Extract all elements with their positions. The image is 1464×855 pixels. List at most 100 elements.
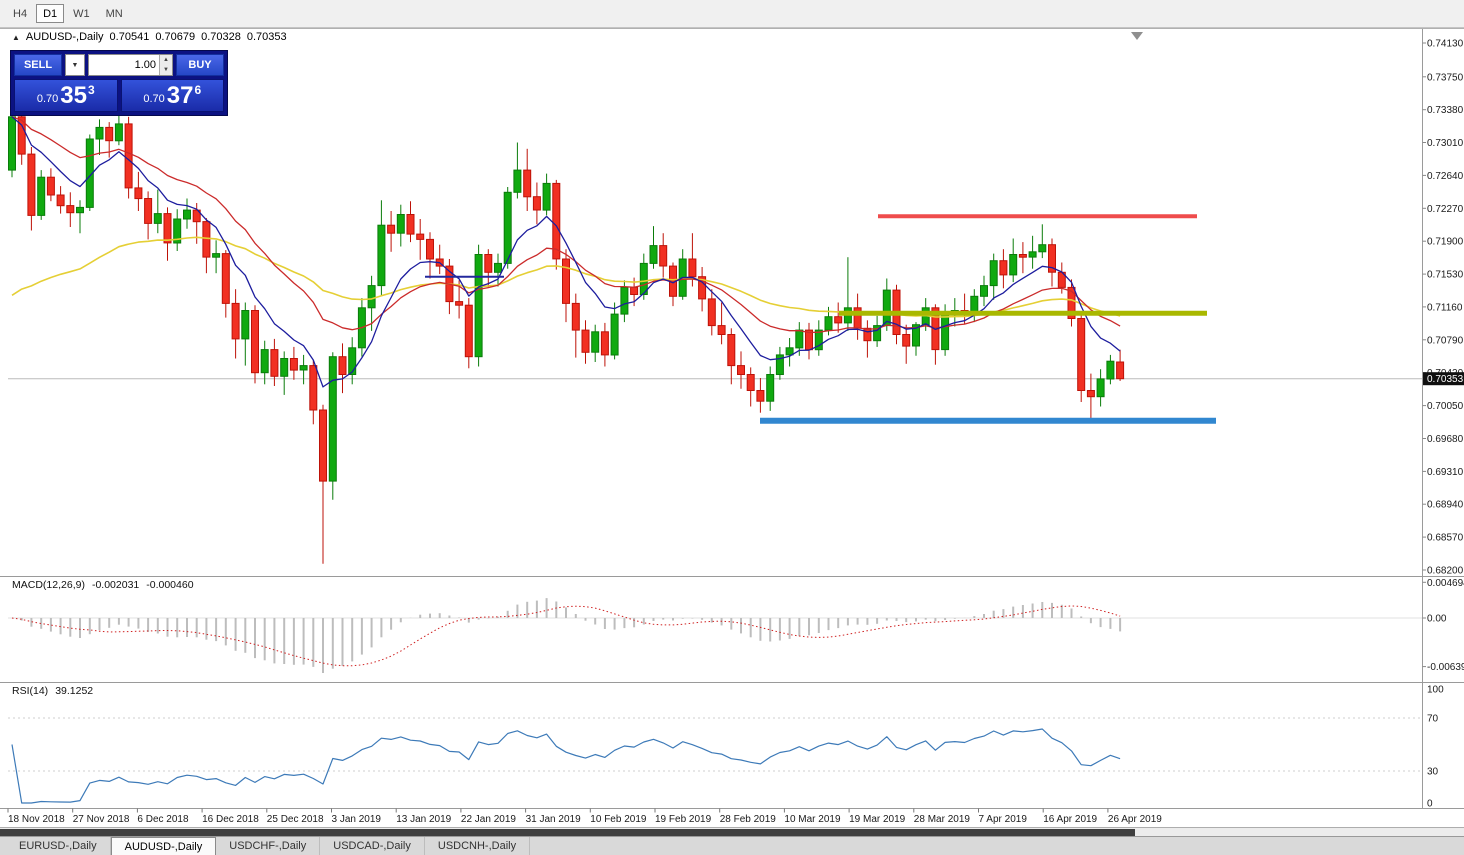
svg-text:0.70050: 0.70050 [1427, 401, 1464, 412]
svg-text:0.72640: 0.72640 [1427, 171, 1464, 182]
svg-text:27 Nov 2018: 27 Nov 2018 [73, 814, 130, 825]
svg-text:30: 30 [1427, 767, 1439, 778]
rsi-value: 39.1252 [55, 685, 94, 697]
svg-text:3 Jan 2019: 3 Jan 2019 [332, 814, 382, 825]
svg-text:0.70353: 0.70353 [1427, 374, 1464, 385]
chart-horizontal-scrollbar[interactable] [0, 827, 1464, 836]
svg-text:0.69310: 0.69310 [1427, 467, 1464, 478]
buy-button[interactable]: BUY [176, 54, 224, 76]
volume-value: 1.00 [134, 59, 156, 71]
svg-text:10 Mar 2019: 10 Mar 2019 [784, 814, 841, 825]
svg-text:0.70790: 0.70790 [1427, 335, 1464, 346]
svg-text:0.69680: 0.69680 [1427, 434, 1464, 445]
svg-text:0.73380: 0.73380 [1427, 105, 1464, 116]
svg-text:31 Jan 2019: 31 Jan 2019 [526, 814, 581, 825]
price-axis-labels[interactable]: 0.74130 0.73750 0.73380 0.73010 0.72640 0.722… [1422, 39, 1464, 577]
svg-text:0.68940: 0.68940 [1427, 500, 1464, 511]
volume-decrease-button[interactable]: ▼ [160, 65, 172, 75]
sell-price-big: 35 [60, 81, 87, 109]
macd-axis-labels: 0.004694 0.00 -0.00639 [1422, 578, 1464, 673]
svg-text:10 Feb 2019: 10 Feb 2019 [590, 814, 647, 825]
volume-spinner: ▲ ▼ [159, 55, 172, 75]
tab-eurusd-daily[interactable]: EURUSD-,Daily [6, 837, 111, 855]
rsi-indicator-header: RSI(14) 39.1252 [12, 685, 93, 697]
sell-price-pip: 3 [87, 83, 95, 97]
chart-symbol-title: AUDUSD-,Daily [25, 31, 104, 43]
svg-text:19 Mar 2019: 19 Mar 2019 [849, 814, 906, 825]
svg-text:0.68200: 0.68200 [1427, 566, 1464, 577]
one-click-trading-panel: SELL ▼ 1.00 ▲ ▼ BUY 0.70 35 3 0.70 37 6 [10, 50, 228, 116]
macd-main-value: -0.002031 [91, 579, 140, 591]
svg-text:28 Mar 2019: 28 Mar 2019 [914, 814, 971, 825]
buy-price-big: 37 [166, 81, 194, 109]
buy-price-button[interactable]: 0.70 37 6 [120, 79, 224, 112]
ma-8-line [11, 116, 1121, 388]
volume-increase-button[interactable]: ▲ [160, 55, 172, 65]
sell-price-prefix: 0.70 [36, 93, 59, 105]
tab-usdchf-daily[interactable]: USDCHF-,Daily [216, 837, 321, 855]
svg-text:16 Dec 2018: 16 Dec 2018 [202, 814, 259, 825]
candles-layer [8, 109, 1125, 564]
scrollbar-thumb[interactable] [0, 829, 1135, 836]
ohlc-high: 0.70679 [155, 31, 196, 43]
ohlc-low: 0.70328 [201, 31, 241, 43]
svg-text:0.73010: 0.73010 [1427, 138, 1464, 149]
svg-text:0.71900: 0.71900 [1427, 237, 1464, 248]
svg-text:0.68570: 0.68570 [1427, 533, 1464, 544]
scroll-shift-marker[interactable] [1131, 32, 1143, 40]
timeframe-button-h4[interactable]: H4 [6, 4, 34, 23]
volume-dropdown-button[interactable]: ▼ [65, 54, 85, 76]
svg-text:13 Jan 2019: 13 Jan 2019 [396, 814, 451, 825]
sell-button[interactable]: SELL [14, 54, 62, 76]
timeframe-button-w1[interactable]: W1 [66, 4, 97, 23]
macd-histogram [20, 598, 1122, 673]
svg-text:22 Jan 2019: 22 Jan 2019 [461, 814, 516, 825]
svg-text:0.00: 0.00 [1427, 614, 1447, 625]
timeframe-toolbar: H4 D1 W1 MN [0, 0, 1464, 28]
svg-text:7 Apr 2019: 7 Apr 2019 [979, 814, 1028, 825]
collapse-trade-panel-icon[interactable]: ▲ [12, 32, 20, 42]
svg-text:70: 70 [1427, 714, 1439, 725]
tab-audusd-daily[interactable]: AUDUSD-,Daily [110, 837, 217, 855]
date-axis-labels[interactable]: 18 Nov 2018 27 Nov 2018 6 Dec 2018 16 Dec 2… [7, 808, 1162, 826]
chart-title-bar: ▲ AUDUSD-,Daily 0.70541 0.70679 0.70328 … [12, 31, 287, 43]
svg-text:0: 0 [1427, 799, 1433, 810]
timeframe-button-d1[interactable]: D1 [36, 4, 65, 23]
rsi-axis-labels: 100 70 30 0 [1427, 685, 1444, 810]
ohlc-close: 0.70353 [246, 31, 287, 43]
macd-indicator-header: MACD(12,26,9) -0.002031 -0.000460 [12, 579, 194, 591]
svg-text:0.74130: 0.74130 [1427, 39, 1464, 50]
svg-text:0.71530: 0.71530 [1427, 270, 1464, 281]
svg-text:25 Dec 2018: 25 Dec 2018 [267, 814, 324, 825]
rsi-line [11, 728, 1121, 804]
timeframe-button-mn[interactable]: MN [99, 4, 130, 23]
tab-usdcnh-daily[interactable]: USDCNH-,Daily [425, 837, 531, 855]
macd-title: MACD(12,26,9) [12, 579, 85, 591]
volume-field[interactable]: 1.00 ▲ ▼ [88, 54, 173, 76]
svg-text:6 Dec 2018: 6 Dec 2018 [137, 814, 189, 825]
svg-text:26 Apr 2019: 26 Apr 2019 [1108, 814, 1162, 825]
svg-text:16 Apr 2019: 16 Apr 2019 [1043, 814, 1097, 825]
chart-tab-bar: EURUSD-,Daily AUDUSD-,Daily USDCHF-,Dail… [0, 836, 1464, 855]
svg-text:0.71160: 0.71160 [1427, 302, 1463, 313]
ma-45-line [11, 236, 1121, 318]
svg-text:0.73750: 0.73750 [1427, 72, 1464, 83]
svg-text:0.72270: 0.72270 [1427, 204, 1464, 215]
svg-text:28 Feb 2019: 28 Feb 2019 [720, 814, 777, 825]
sell-price-button[interactable]: 0.70 35 3 [14, 79, 118, 112]
svg-text:19 Feb 2019: 19 Feb 2019 [655, 814, 712, 825]
chevron-down-icon: ▼ [71, 61, 79, 69]
tab-usdcad-daily[interactable]: USDCAD-,Daily [320, 837, 425, 855]
rsi-title: RSI(14) [12, 685, 49, 697]
ohlc-open: 0.70541 [109, 31, 150, 43]
svg-text:18 Nov 2018: 18 Nov 2018 [8, 814, 65, 825]
current-price-badge: 0.70353 [1423, 372, 1464, 386]
ma-20-line [11, 116, 1121, 334]
macd-signal-value: -0.000460 [146, 579, 194, 591]
svg-text:0.004694: 0.004694 [1427, 578, 1464, 589]
svg-text:-0.00639: -0.00639 [1427, 662, 1464, 673]
buy-price-prefix: 0.70 [143, 93, 165, 105]
svg-text:100: 100 [1427, 685, 1444, 696]
